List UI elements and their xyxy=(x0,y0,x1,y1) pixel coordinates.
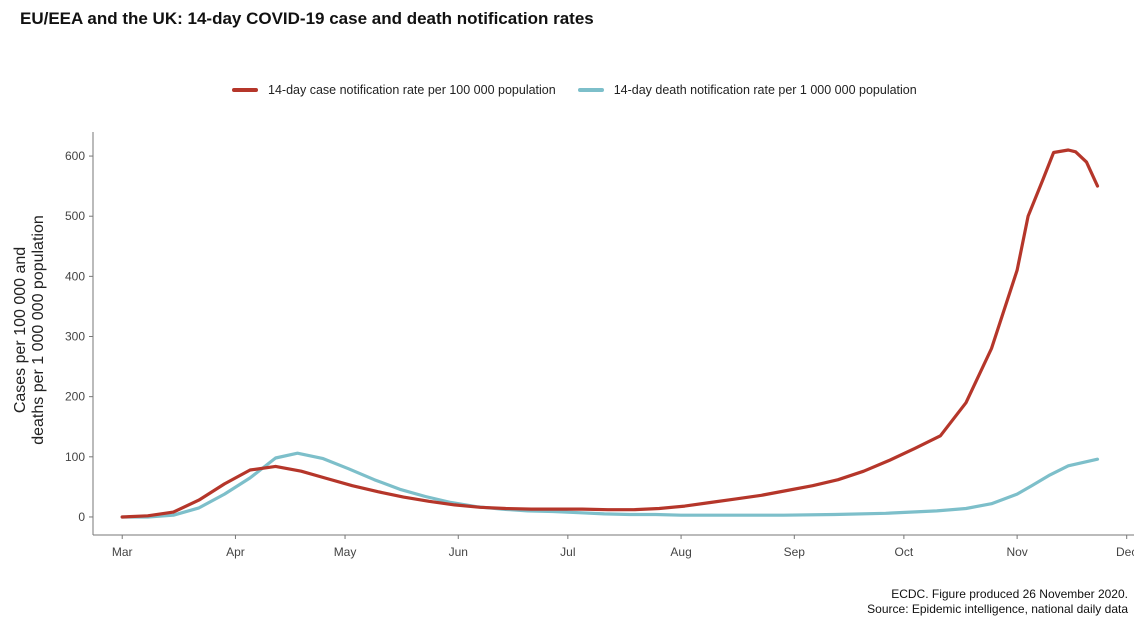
x-tick-label: Nov xyxy=(1006,545,1027,559)
series-line-cases xyxy=(120,148,1100,519)
y-tick-label: 300 xyxy=(65,330,85,344)
x-tick-label: Jun xyxy=(449,545,468,559)
caption-line1: ECDC. Figure produced 26 November 2020. xyxy=(891,587,1128,601)
caption-line2: Source: Epidemic intelligence, national … xyxy=(867,602,1128,616)
legend-label-cases: 14-day case notification rate per 100 00… xyxy=(268,83,556,97)
y-tick-label: 0 xyxy=(78,510,85,524)
chart-title: EU/EEA and the UK: 14-day COVID-19 case … xyxy=(20,9,594,28)
x-tick-label: Apr xyxy=(226,545,245,559)
legend-swatch-deaths xyxy=(577,88,604,92)
x-tick-label: May xyxy=(334,545,357,559)
x-tick-label: Aug xyxy=(670,545,691,559)
legend-item-cases: 14-day case notification rate per 100 00… xyxy=(232,83,556,97)
y-tick-label: 400 xyxy=(65,269,85,283)
chart-legend: 14-day case notification rate per 100 00… xyxy=(232,81,939,99)
y-tick-label: 200 xyxy=(65,390,85,404)
x-tick-label: Sep xyxy=(784,545,806,559)
series-line-deaths xyxy=(120,451,1100,519)
x-tick-label: Jul xyxy=(560,545,575,559)
y-tick-label: 500 xyxy=(65,209,85,223)
axes: 0 100 200 300 400 500 600 Mar Apr May Jun Jul Aug Sep… xyxy=(65,132,1134,559)
legend-label-deaths: 14-day death notification rate per 1 000… xyxy=(613,83,917,97)
series-lines xyxy=(120,148,1100,519)
legend-swatch-cases xyxy=(232,88,258,92)
y-tick-label: 100 xyxy=(65,450,85,464)
x-tick-label: Mar xyxy=(112,545,133,559)
y-tick-label: 600 xyxy=(65,149,85,163)
x-tick-label: Dec xyxy=(1116,545,1134,559)
x-tick-label: Oct xyxy=(895,545,914,559)
figure-caption: ECDC. Figure produced 26 November 2020. … xyxy=(867,587,1128,617)
legend-item-deaths: 14-day death notification rate per 1 000… xyxy=(577,83,917,97)
